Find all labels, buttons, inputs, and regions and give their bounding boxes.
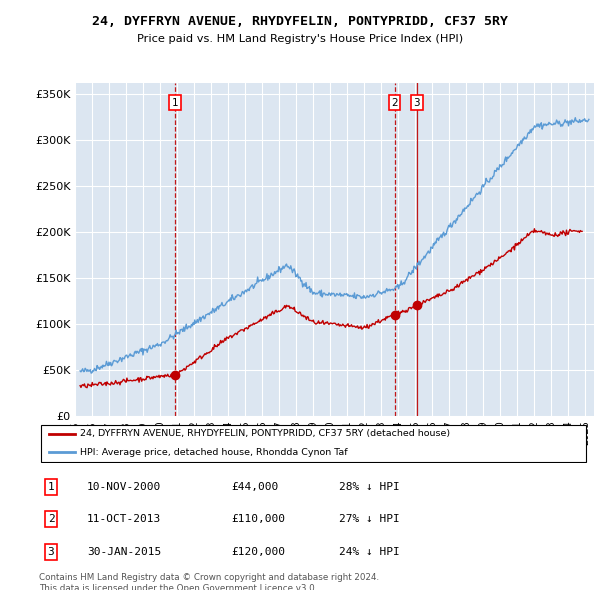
Text: 2: 2: [47, 514, 55, 524]
Text: 30-JAN-2015: 30-JAN-2015: [87, 547, 161, 556]
Text: Price paid vs. HM Land Registry's House Price Index (HPI): Price paid vs. HM Land Registry's House …: [137, 34, 463, 44]
FancyBboxPatch shape: [41, 425, 586, 461]
Text: 3: 3: [413, 98, 420, 108]
Text: 11-OCT-2013: 11-OCT-2013: [87, 514, 161, 524]
Text: 3: 3: [47, 547, 55, 556]
Text: 24, DYFFRYN AVENUE, RHYDYFELIN, PONTYPRIDD, CF37 5RY (detached house): 24, DYFFRYN AVENUE, RHYDYFELIN, PONTYPRI…: [80, 430, 450, 438]
Text: 24% ↓ HPI: 24% ↓ HPI: [339, 547, 400, 556]
Text: 24, DYFFRYN AVENUE, RHYDYFELIN, PONTYPRIDD, CF37 5RY: 24, DYFFRYN AVENUE, RHYDYFELIN, PONTYPRI…: [92, 15, 508, 28]
Text: 2: 2: [391, 98, 398, 108]
Text: 28% ↓ HPI: 28% ↓ HPI: [339, 482, 400, 491]
Text: 1: 1: [172, 98, 178, 108]
Text: HPI: Average price, detached house, Rhondda Cynon Taf: HPI: Average price, detached house, Rhon…: [80, 448, 348, 457]
Text: £110,000: £110,000: [231, 514, 285, 524]
Text: £44,000: £44,000: [231, 482, 278, 491]
Text: This data is licensed under the Open Government Licence v3.0.: This data is licensed under the Open Gov…: [39, 584, 317, 590]
Text: 10-NOV-2000: 10-NOV-2000: [87, 482, 161, 491]
Text: 27% ↓ HPI: 27% ↓ HPI: [339, 514, 400, 524]
Text: 1: 1: [47, 482, 55, 491]
Text: £120,000: £120,000: [231, 547, 285, 556]
Text: Contains HM Land Registry data © Crown copyright and database right 2024.: Contains HM Land Registry data © Crown c…: [39, 573, 379, 582]
